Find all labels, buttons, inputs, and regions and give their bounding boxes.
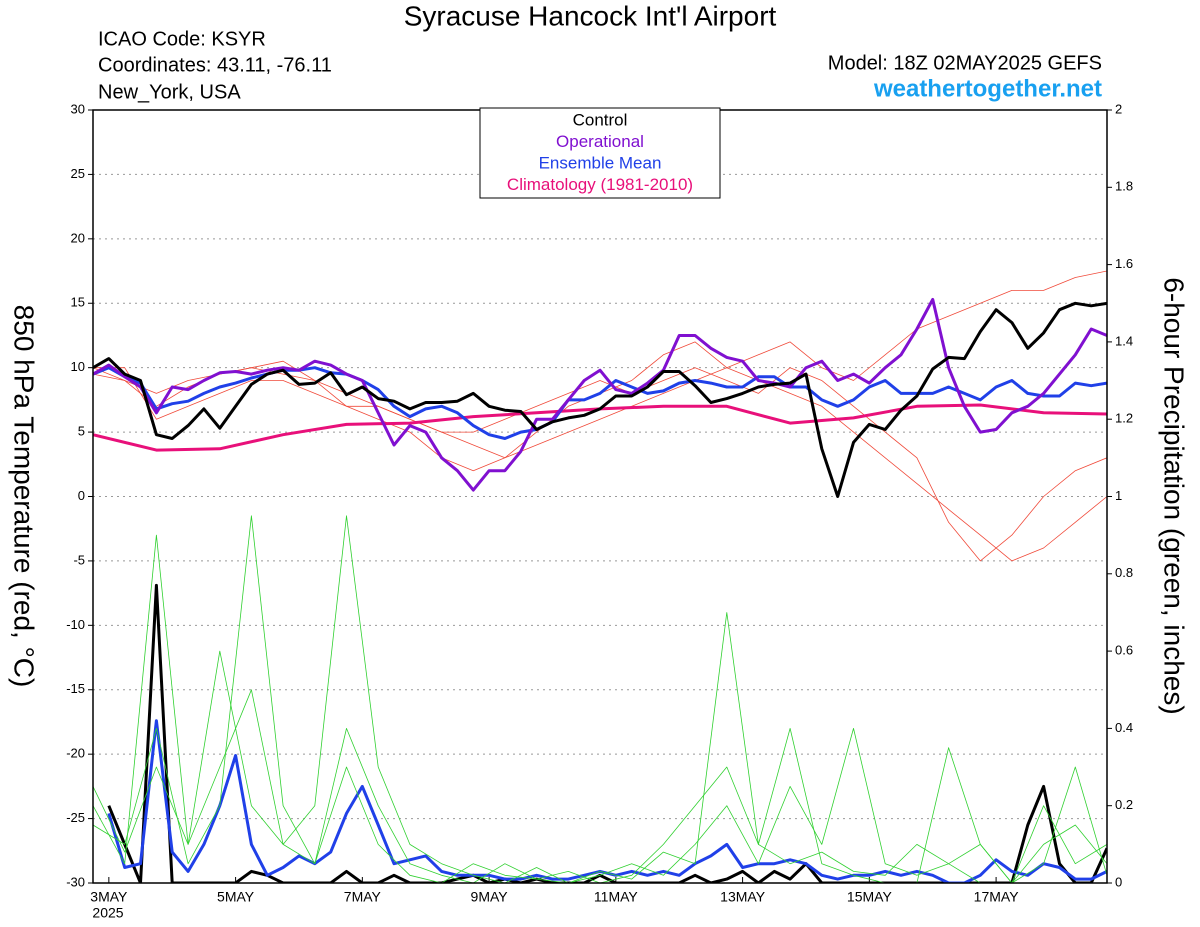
legend-entry: Operational [556,132,644,151]
y2-tick-label: 1.2 [1115,411,1133,426]
series-line [93,297,1107,492]
series-line [93,515,1107,883]
y-tick-label: -5 [73,552,85,567]
x-tick-label: 17MAY [974,889,1020,905]
x-tick-label: 13MAY [720,889,766,905]
y-tick-label: -10 [66,617,85,632]
y-tick-label: 10 [71,359,85,374]
series-line [93,515,1107,883]
series-line [93,366,1107,440]
y2-tick-label: 0.8 [1115,565,1133,580]
y-tick-label: 15 [71,295,85,310]
y-tick-label: -30 [66,874,85,889]
x-tick-label: 9MAY [471,889,509,905]
x-tick-label: 7MAY [344,889,382,905]
location: New_York, USA [98,81,241,103]
x-tick-label: 3MAY [90,889,128,905]
station: ICAO Code: KSYR [98,28,266,50]
y-tick-label: -25 [66,810,85,825]
y2-tick-label: 0.2 [1115,797,1133,812]
y2-tick-label: 2 [1115,101,1122,116]
source: weathertogether.net [873,75,1102,102]
series-line [93,367,1107,562]
legend-box [479,107,721,199]
chart-title: Syracuse Hancock Int'l Airport [404,0,777,31]
y-tick-label: 30 [71,101,85,116]
x-year: 2025 [92,905,123,921]
y2-tick-label: 1 [1115,488,1122,503]
y2-tick-label: 0 [1115,874,1122,889]
series-line [107,583,1107,883]
y-tick-label: 0 [78,488,85,503]
series-line [93,367,1107,562]
model: Model: 18Z 02MAY2025 GEFS [828,52,1102,74]
legend-title: Control [573,110,628,129]
series-line [93,534,1107,883]
x-tick-label: 15MAY [847,889,893,905]
y-tick-label: 20 [71,230,85,245]
y2-tick-label: 1.4 [1115,333,1133,348]
y2-axis-label: 6-hour Precipitation (green, inches) [1159,277,1190,714]
legend-entry: Ensemble Mean [539,153,662,172]
x-tick-label: 11MAY [594,889,638,905]
y-tick-label: 5 [78,424,85,439]
y2-tick-label: 1.6 [1115,256,1133,271]
y-tick-label: 25 [71,166,85,181]
x-tick-label: 5MAY [217,889,255,905]
coordinates: Coordinates: 43.11, -76.11 [98,54,332,76]
y-tick-label: -15 [66,681,85,696]
legend-entry: Climatology (1981-2010) [507,175,693,194]
series-line [93,403,1107,452]
y-tick-label: -20 [66,746,85,761]
y-axis-label: 850 hPa Temperature (red, °C) [9,305,40,688]
y2-tick-label: 1.8 [1115,179,1133,194]
y2-tick-label: 0.6 [1115,643,1133,658]
y2-tick-label: 0.4 [1115,720,1133,735]
series-line [93,301,1107,498]
